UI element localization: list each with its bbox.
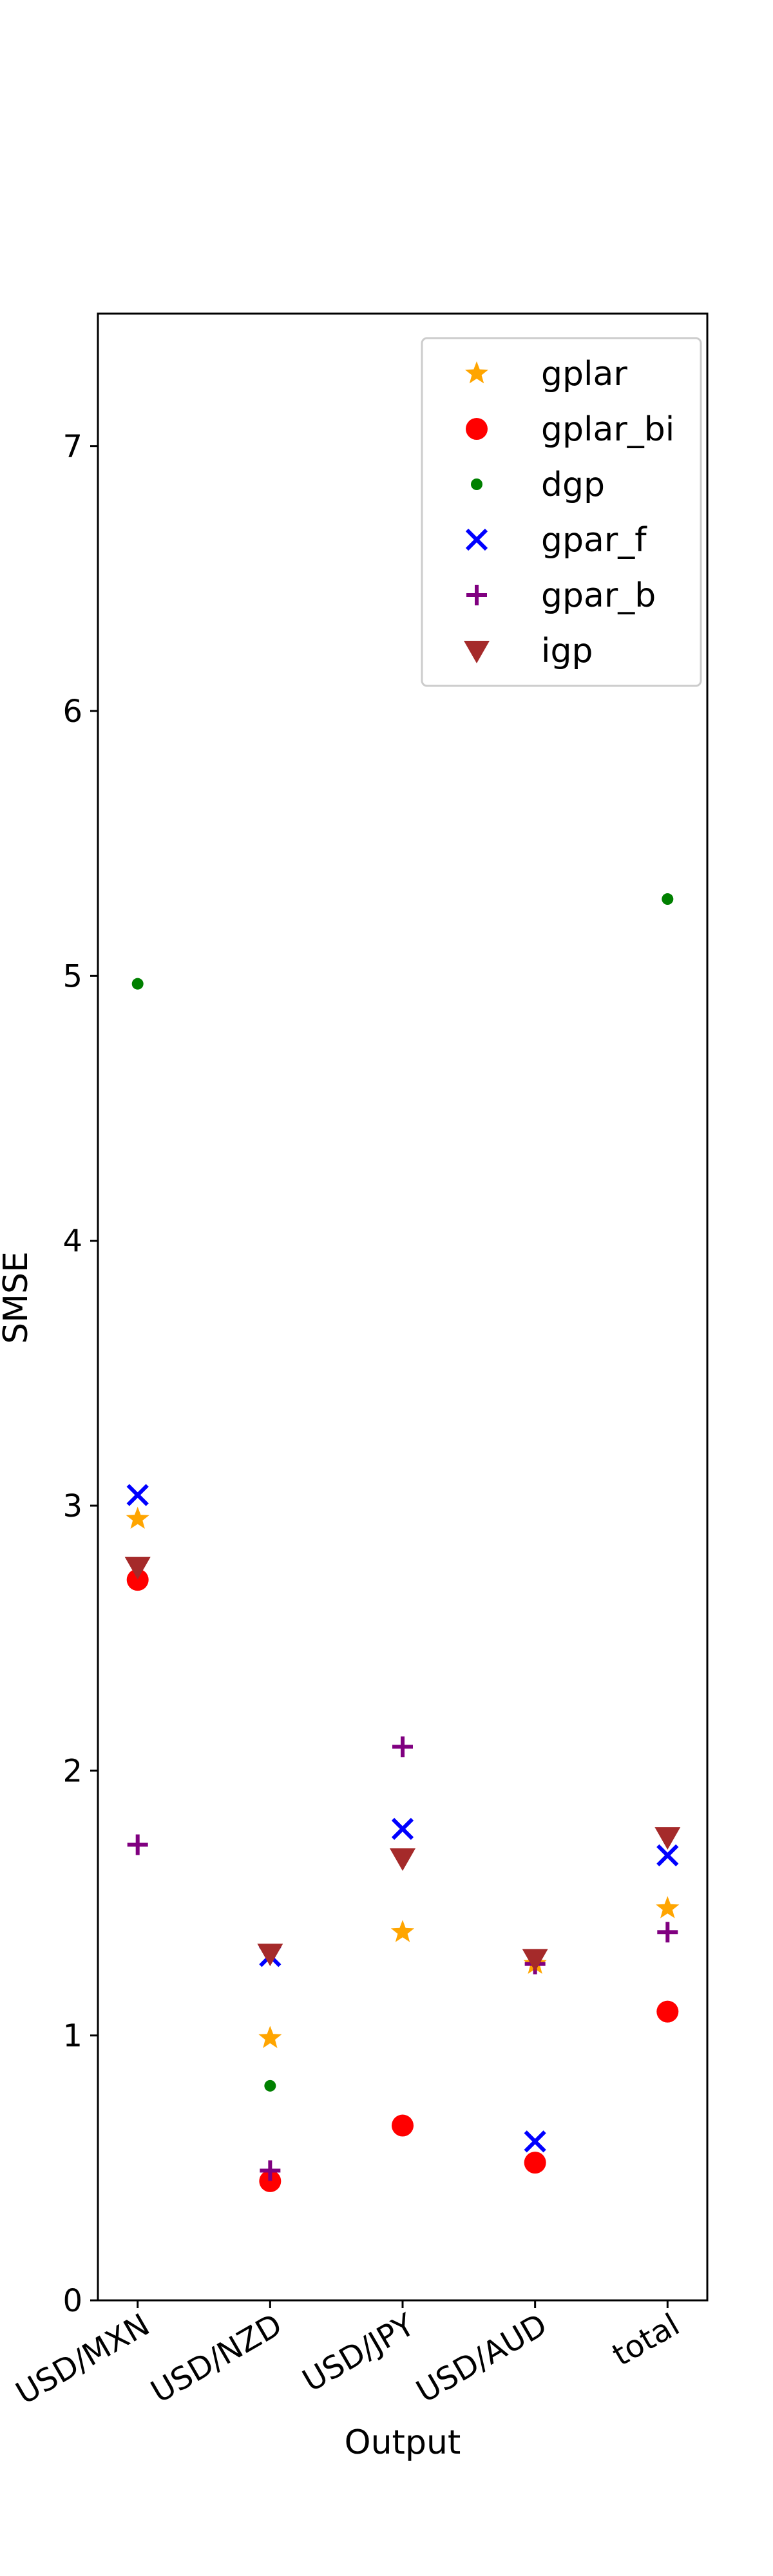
y-tick-label: 4	[62, 1224, 82, 1260]
y-tick-label: 6	[62, 694, 82, 730]
igp-point	[390, 1848, 415, 1871]
legend-label-gplar_bi: gplar_bi	[541, 410, 674, 449]
y-tick-label: 3	[62, 1488, 82, 1524]
y-axis-label: SMSE	[0, 1251, 35, 1344]
gpar_f-point	[656, 1844, 679, 1867]
x-tick-label: USD/NZD	[145, 2307, 288, 2410]
gplar_bi-point	[392, 2114, 414, 2137]
gpar_b-point	[657, 1922, 678, 1943]
legend-label-gplar: gplar	[541, 355, 627, 393]
x-tick-label: total	[606, 2307, 685, 2373]
gplar_bi-point	[126, 1569, 149, 1591]
legend-marker-dgp	[471, 478, 482, 490]
y-tick-label: 0	[62, 2283, 82, 2319]
y-tick-label: 1	[62, 2018, 82, 2054]
igp-point	[654, 1827, 681, 1850]
legend-box	[421, 337, 702, 687]
gplar-point	[390, 1920, 415, 1942]
x-tick-label: USD/JPY	[296, 2307, 421, 2400]
dgp-point	[131, 978, 144, 990]
gplar_bi-point	[259, 2170, 282, 2192]
gpar_b-point	[260, 2160, 281, 2181]
gplar_bi-point	[524, 2152, 546, 2174]
legend-marker-gpar_f	[465, 528, 488, 551]
legend-label-dgp: dgp	[541, 466, 605, 504]
legend-label-igp: igp	[541, 632, 593, 670]
legend-label-gpar_f: gpar_f	[541, 521, 647, 560]
x-axis-label: Output	[345, 2423, 461, 2462]
igp-point	[124, 1557, 151, 1580]
data-marks	[124, 893, 681, 2192]
gplar-point	[656, 1896, 680, 1918]
igp-point	[522, 1949, 548, 1972]
dgp-point	[662, 893, 674, 905]
igp-point	[257, 1944, 283, 1967]
gpar_b-point	[392, 1736, 413, 1757]
legend-marker-gpar_b	[466, 585, 487, 605]
y-tick-label: 5	[62, 958, 82, 994]
gpar_f-point	[126, 1484, 149, 1506]
gpar_b-point	[127, 1834, 148, 1855]
legend-marker-gplar	[464, 361, 489, 384]
legend-label-gpar_b: gpar_b	[541, 576, 656, 615]
gplar-point	[126, 1506, 149, 1529]
gplar_bi-point	[656, 2000, 679, 2023]
x-tick-label: USD/MXN	[10, 2307, 155, 2412]
legend-marker-gplar_bi	[466, 418, 488, 440]
x-tick-label: USD/AUD	[410, 2307, 553, 2410]
y-tick-label: 2	[62, 1753, 82, 1789]
y-tick-label: 7	[62, 429, 82, 465]
gpar_f-point	[524, 2130, 546, 2153]
dgp-point	[264, 2079, 276, 2092]
legend-marker-igp	[464, 641, 490, 663]
gplar-point	[258, 2025, 282, 2049]
gpar_f-point	[391, 1817, 414, 1840]
